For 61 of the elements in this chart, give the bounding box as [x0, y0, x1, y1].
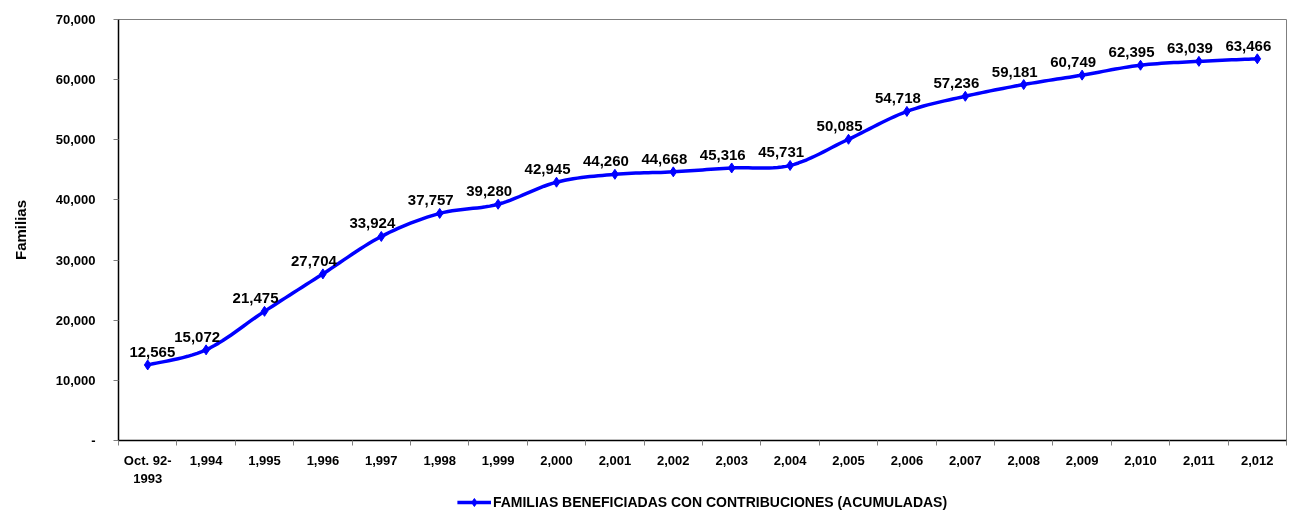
legend-label: FAMILIAS BENEFICIADAS CON CONTRIBUCIONES (ACUMULADAS)	[492, 494, 948, 510]
y-tick-label: 10,000	[55, 372, 96, 388]
data-label: 39,280	[466, 182, 513, 200]
point	[961, 90, 970, 102]
y-axis-title: Familias	[11, 199, 29, 261]
data-label: 45,731	[758, 143, 805, 161]
x-tick-label: 1,998	[423, 452, 456, 468]
x-tick-label: 2,007	[949, 452, 982, 468]
point	[260, 305, 269, 317]
x-tick-label: 2,011	[1182, 452, 1215, 468]
data-label: 62,395	[1108, 43, 1155, 61]
data-label: 15,072	[174, 327, 221, 345]
data-label: 21,475	[232, 289, 279, 307]
y-tick-label: 60,000	[55, 72, 96, 88]
x-tick-label: 2,001	[598, 452, 632, 468]
point	[1253, 53, 1262, 65]
x-tick-label: 1,997	[365, 452, 398, 468]
data-label: 54,718	[875, 89, 921, 107]
x-tick-label: 2,005	[832, 452, 865, 468]
x-tick-label: 1,999	[481, 452, 515, 468]
point	[844, 133, 853, 145]
x-tick-label: 2,003	[715, 452, 748, 468]
x-tick-label: 2,010	[1124, 452, 1157, 468]
data-label: 33,924	[349, 214, 396, 232]
x-tick-label: 2,000	[540, 452, 573, 468]
data-label: 45,316	[699, 145, 746, 163]
data-label: 63,466	[1225, 36, 1272, 54]
data-label: 12,565	[129, 342, 176, 360]
data-label: 63,039	[1167, 39, 1213, 57]
y-tick-label: 30,000	[55, 252, 96, 268]
y-tick-label: 40,000	[55, 192, 96, 208]
data-label: 37,757	[407, 191, 454, 209]
data-label: 44,668	[641, 149, 688, 167]
x-tick-label: 2,008	[1007, 452, 1040, 468]
data-label: 59,181	[991, 62, 1038, 80]
y-tick-label: 70,000	[55, 12, 96, 27]
x-tick-label: 1,995	[248, 452, 281, 468]
point	[727, 162, 736, 174]
data-label: 44,260	[583, 152, 629, 170]
y-tick-label: 50,000	[55, 132, 96, 148]
point	[143, 359, 152, 371]
x-tick-label: 1,994	[189, 452, 224, 468]
point	[1136, 59, 1145, 71]
x-tick-label: 2,006	[890, 452, 924, 468]
data-label: 50,085	[816, 117, 863, 135]
x-tick-label: 1,996	[306, 452, 340, 468]
point	[377, 230, 386, 242]
point	[552, 176, 561, 188]
y-tick-label: 20,000	[55, 312, 96, 328]
x-tick-label: 2,004	[773, 452, 808, 468]
point	[435, 207, 444, 219]
x-tick-label: Oct. 92- 1993	[123, 452, 172, 486]
x-tick-label: 2,012	[1241, 452, 1274, 468]
x-tick-label: 2,002	[657, 452, 690, 468]
point	[1019, 79, 1028, 91]
data-label: 27,704	[291, 251, 338, 269]
y-tick-label: -	[91, 433, 96, 448]
data-label: 60,749	[1050, 53, 1097, 71]
x-tick-label: 2,009	[1065, 452, 1099, 468]
data-label: 57,236	[933, 74, 980, 92]
data-label: 42,945	[524, 160, 571, 178]
